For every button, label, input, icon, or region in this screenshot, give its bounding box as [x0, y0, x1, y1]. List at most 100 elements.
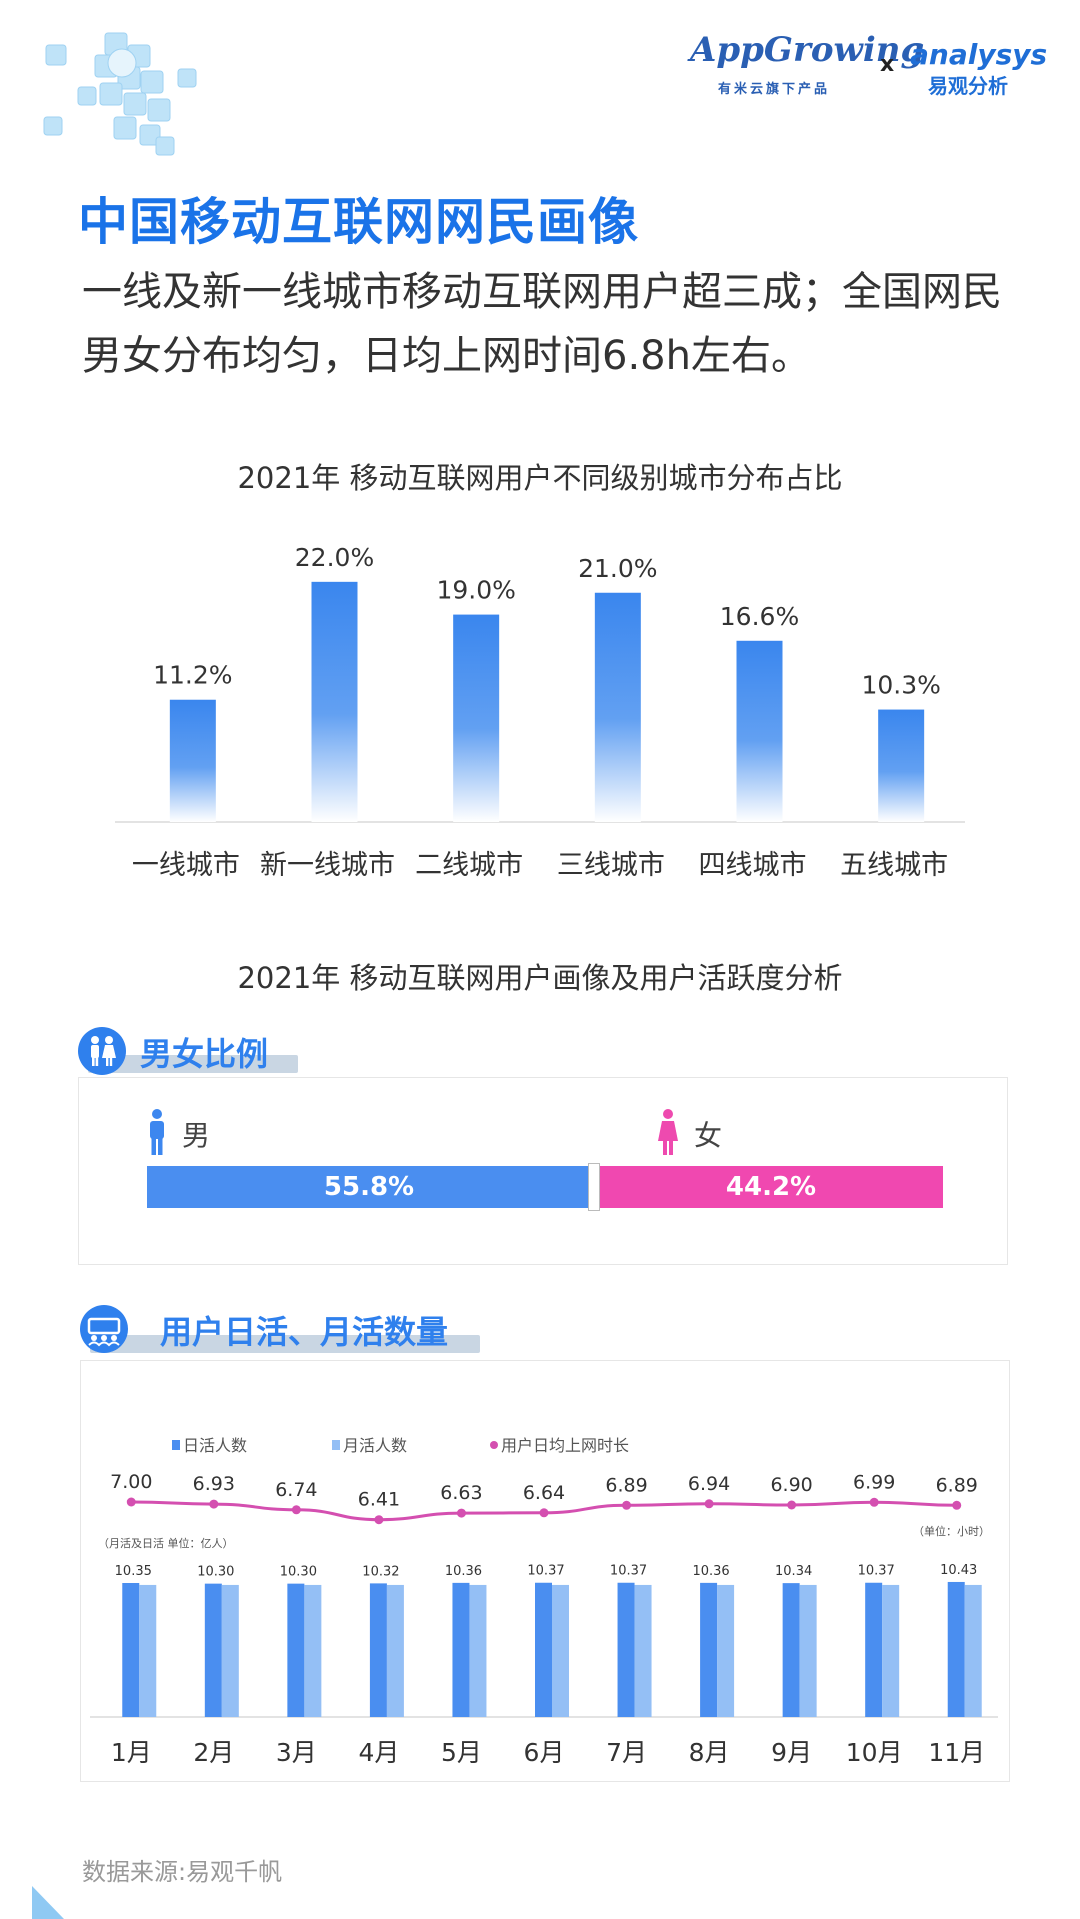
activity-section-title: 用户日活、月活数量 [160, 1313, 449, 1351]
dau-bar [782, 1583, 800, 1717]
online-time-point [539, 1508, 549, 1518]
month-label: 6月 [524, 1738, 565, 1767]
dau-bar [122, 1583, 140, 1717]
city-bar [878, 709, 925, 822]
dau-value-label: 10.37 [610, 1564, 647, 1579]
female-icon [658, 1109, 678, 1155]
appgrowing-logo: AppGrowing [690, 30, 925, 70]
ratio-divider [588, 1163, 600, 1211]
mau-bar [634, 1584, 652, 1717]
dau-bar [947, 1581, 965, 1717]
online-time-value-label: 6.93 [193, 1473, 235, 1495]
gender-section-underline [88, 1055, 298, 1073]
mau-bar [717, 1584, 735, 1717]
mau-bar [386, 1584, 404, 1717]
online-time-point [787, 1500, 797, 1510]
mau-bar [882, 1584, 900, 1717]
activity-section-underline [90, 1335, 480, 1353]
online-time-point [209, 1499, 219, 1509]
audience-icon [80, 1305, 128, 1353]
city-bar-value-label: 19.0% [436, 576, 515, 605]
mau-bar [964, 1584, 982, 1717]
city-category-label: 一线城市 [132, 850, 240, 881]
appgrowing-logo-subtitle: 有米云旗下产品 [718, 82, 831, 97]
online-time-point [869, 1497, 879, 1507]
online-time-value-label: 6.89 [605, 1474, 647, 1496]
dau-value-label: 10.30 [197, 1565, 234, 1580]
dau-value-label: 10.37 [527, 1564, 564, 1579]
online-time-point [126, 1497, 136, 1507]
dau-bar [617, 1582, 635, 1717]
mau-bar [469, 1584, 487, 1717]
activity-chart: 日活人数 月活人数 用户日均上网时长 （月活及日活 单位：亿人） （单位：小时） 10.3… [90, 1436, 998, 1767]
city-category-label: 五线城市 [840, 850, 948, 881]
gender-section-header: 男女比例 [78, 1027, 298, 1077]
data-source: 数据来源:易观千帆 [82, 1858, 283, 1886]
mau-bar [552, 1584, 569, 1717]
dau-value-label: 10.43 [940, 1563, 977, 1578]
online-time-point [291, 1505, 301, 1515]
male-icon [150, 1109, 164, 1155]
analysys-logo: analysys [910, 38, 1048, 71]
dau-bar [204, 1583, 222, 1717]
online-time-point [704, 1499, 714, 1509]
city-chart-title: 2021年 移动互联网用户不同级别城市分布占比 [237, 461, 843, 495]
online-time-value-label: 6.89 [936, 1474, 978, 1496]
gender-ratio-track: 55.8% 44.2% [147, 1163, 943, 1211]
online-time-value-label: 6.74 [275, 1479, 317, 1501]
city-bar [736, 640, 783, 822]
dau-value-label: 10.34 [775, 1564, 812, 1579]
month-label: 7月 [606, 1738, 647, 1767]
month-label: 11月 [928, 1738, 985, 1767]
legend-swatch [172, 1440, 180, 1450]
page-subtitle: 一线及新一线城市移动互联网用户超三成；全国网民男女分布均匀，日均上网时间6.8h… [82, 269, 1002, 379]
online-time-value-label: 6.41 [358, 1489, 400, 1511]
online-time-value-label: 6.90 [770, 1474, 812, 1496]
people-icon [78, 1027, 126, 1075]
dau-bar [287, 1583, 305, 1717]
online-time-value-label: 6.63 [440, 1482, 482, 1504]
corner-triangle [32, 1886, 64, 1919]
mau-bar [139, 1584, 157, 1717]
city-bar-value-label: 10.3% [861, 671, 940, 700]
gender-section-title: 男女比例 [140, 1035, 269, 1073]
online-time-value-label: 6.99 [853, 1471, 895, 1493]
online-time-point [622, 1500, 632, 1510]
month-label: 10月 [846, 1738, 903, 1767]
dau-bar [535, 1582, 552, 1717]
dau-bar [700, 1582, 718, 1717]
dau-value-label: 10.30 [280, 1565, 317, 1580]
dau-value-label: 10.37 [858, 1564, 895, 1579]
month-label: 5月 [441, 1738, 482, 1767]
dau-bar [369, 1583, 387, 1717]
month-label: 2月 [193, 1738, 234, 1767]
decorative-cubes-logo [43, 32, 197, 156]
month-label: 8月 [689, 1738, 730, 1767]
legend-swatch [332, 1440, 340, 1450]
city-bar-value-label: 11.2% [153, 661, 232, 690]
dau-value-label: 10.36 [692, 1564, 729, 1579]
activity-section-header: 用户日活、月活数量 [80, 1305, 480, 1355]
month-label: 4月 [358, 1738, 399, 1767]
city-category-label: 二线城市 [415, 850, 523, 881]
logo-separator: x [880, 52, 895, 77]
online-time-value-label: 6.64 [523, 1482, 565, 1504]
dau-value-label: 10.32 [362, 1564, 399, 1579]
legend-label: 月活人数 [343, 1436, 407, 1455]
legend-label: 日活人数 [183, 1436, 247, 1455]
female-label: 女 [694, 1119, 723, 1152]
month-label: 9月 [771, 1738, 812, 1767]
left-unit-note: （月活及日活 单位：亿人） [98, 1536, 234, 1550]
city-category-label: 新一线城市 [260, 850, 395, 881]
city-bar [169, 699, 216, 822]
dau-value-label: 10.35 [115, 1564, 152, 1579]
female-ratio-bar: 44.2% [599, 1166, 943, 1208]
dau-bar [865, 1582, 883, 1717]
legend-label: 用户日均上网时长 [501, 1436, 629, 1455]
dau-bar [452, 1582, 470, 1717]
city-category-label: 三线城市 [557, 850, 665, 881]
legend-swatch [490, 1441, 498, 1449]
city-bar [453, 614, 500, 822]
city-bar-value-label: 16.6% [720, 602, 799, 631]
month-label: 1月 [111, 1738, 152, 1767]
